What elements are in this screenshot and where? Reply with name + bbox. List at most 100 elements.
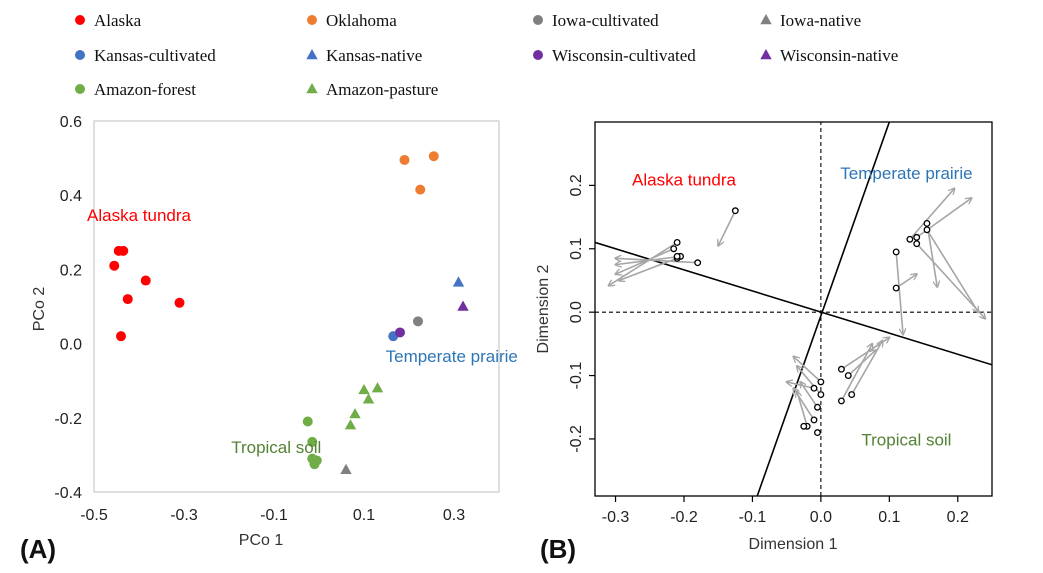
panel-a-region-tropical-soil: Tropical soil bbox=[231, 438, 321, 457]
legend-amazon-forest-circle-marker bbox=[75, 84, 85, 94]
panel-b-point bbox=[800, 422, 808, 430]
legend-kansas-cultivated-label: Kansas-cultivated bbox=[94, 46, 216, 65]
panel-b-y-tick-label: 0.2 bbox=[568, 174, 585, 196]
legend-amazon-pasture-entry: Amazon-pasture bbox=[306, 80, 438, 99]
panel-b-procrustes-arrow bbox=[926, 229, 978, 312]
legend-iowa-cultivated-label: Iowa-cultivated bbox=[552, 11, 659, 30]
legend-wisconsin-native-entry: Wisconsin-native bbox=[760, 46, 898, 65]
panel-a-point-amazon-pasture bbox=[358, 383, 370, 395]
legend-iowa-native-triangle-marker bbox=[760, 14, 772, 25]
legend-amazon-pasture-triangle-marker bbox=[306, 83, 318, 94]
panel-b-region-temperate-prairie: Temperate prairie bbox=[840, 164, 972, 183]
legend-iowa-native-label: Iowa-native bbox=[780, 11, 861, 30]
panel-b-procrustes-arrow bbox=[797, 391, 808, 427]
legend-wisconsin-cultivated-label: Wisconsin-cultivated bbox=[552, 46, 696, 65]
panel-b-procrustes-arrow bbox=[895, 251, 903, 334]
panel-b-point bbox=[913, 233, 921, 241]
panel-b-point bbox=[670, 245, 678, 253]
panel-a-point-amazon-pasture bbox=[371, 382, 384, 393]
legend: Alaska Oklahoma Iowa-cultivated Iowa-native… bbox=[75, 11, 898, 99]
panel-b-x-tick-label: -0.1 bbox=[739, 509, 767, 526]
panel-a-x-axis-label: PCo 1 bbox=[239, 532, 284, 549]
panel-a-point-oklahoma bbox=[399, 154, 410, 165]
panel-b-procrustes-arrow bbox=[794, 357, 822, 383]
panel-a-y-tick-label: 0.6 bbox=[60, 114, 82, 131]
panel-a-point-amazon-pasture bbox=[344, 419, 357, 430]
legend-oklahoma-circle-marker bbox=[307, 15, 317, 25]
panel-a-x-tick-label: 0.3 bbox=[443, 507, 465, 524]
panel-b-procrustes-arrow bbox=[909, 189, 954, 240]
panel-b-point bbox=[810, 416, 818, 424]
panel-b-point bbox=[673, 252, 681, 260]
panel-a-point-iowa-cultivated bbox=[413, 316, 423, 327]
panel-a-point-alaska bbox=[174, 297, 185, 308]
panel-a-plot-frame bbox=[93, 120, 500, 493]
panel-a-point-alaska bbox=[116, 331, 126, 342]
panel-b-y-tick-label: 0.1 bbox=[568, 238, 585, 260]
panel-a-point-amazon-forest bbox=[302, 416, 313, 427]
panel-a-x-tick-label: -0.1 bbox=[260, 507, 288, 524]
panel-b-point bbox=[814, 429, 821, 437]
panel-a-point-amazon-pasture bbox=[362, 393, 375, 404]
panel-b-procrustes-arrow bbox=[850, 341, 883, 395]
panel-a-point-wisconsin-cultivated bbox=[395, 327, 405, 338]
panel-a-point-iowa-native bbox=[340, 463, 352, 474]
panel-b-region-alaska-tundra: Alaska tundra bbox=[632, 170, 736, 189]
panel-b-label: (B) bbox=[540, 534, 576, 564]
panel-b-y-tick-label: -0.1 bbox=[568, 362, 585, 390]
legend-iowa-cultivated-circle-marker bbox=[533, 15, 543, 25]
panel-a-y-tick-label: 0.4 bbox=[60, 188, 82, 205]
panel-b-point bbox=[844, 372, 852, 380]
panel-b-procrustes-arrow bbox=[619, 257, 678, 280]
panel-b-point bbox=[892, 248, 900, 256]
panel-b-x-tick-label: 0.0 bbox=[810, 509, 832, 526]
panel-b-x-tick-label: -0.2 bbox=[670, 509, 698, 526]
panel-b-procrustes-arrow bbox=[895, 274, 917, 289]
panel-b-solid-reference-line bbox=[756, 122, 891, 496]
panel-b-point bbox=[814, 403, 821, 411]
legend-alaska-circle-marker bbox=[75, 15, 85, 25]
panel-a-point-amazon-forest bbox=[307, 436, 318, 447]
panel-b-x-tick-label: -0.3 bbox=[602, 509, 630, 526]
panel-a-pcoa-chart: -0.4-0.20.00.20.40.6 -0.5 -0.3 -0.1 0.1 0.3 … bbox=[20, 114, 518, 564]
panel-b-point bbox=[906, 235, 914, 243]
panel-b-procrustes-arrow bbox=[840, 344, 872, 402]
legend-iowa-cultivated-entry: Iowa-cultivated bbox=[533, 11, 659, 30]
panel-b-region-tropical-soil: Tropical soil bbox=[861, 430, 951, 449]
panel-b-x-tick-label: 0.2 bbox=[947, 509, 969, 526]
panel-b-point bbox=[673, 238, 681, 246]
panel-b-point bbox=[731, 207, 739, 215]
panel-a-y-axis-label: PCo 2 bbox=[31, 287, 48, 332]
panel-a-point-alaska bbox=[109, 260, 120, 271]
legend-wisconsin-cultivated-entry: Wisconsin-cultivated bbox=[533, 46, 696, 65]
legend-wisconsin-native-triangle-marker bbox=[760, 49, 772, 60]
panel-b-solid-reference-line bbox=[595, 241, 992, 366]
legend-wisconsin-native-label: Wisconsin-native bbox=[780, 46, 898, 65]
panel-a-point-oklahoma bbox=[428, 151, 439, 162]
legend-amazon-pasture-label: Amazon-pasture bbox=[326, 80, 438, 99]
panel-b-procrustes-arrow bbox=[926, 223, 937, 286]
panel-b-point bbox=[694, 259, 702, 267]
panel-b-point bbox=[817, 378, 825, 386]
legend-iowa-native-entry: Iowa-native bbox=[760, 11, 861, 30]
panel-a-point-alaska bbox=[118, 245, 129, 256]
panel-b-point bbox=[810, 384, 818, 392]
panel-b-point bbox=[837, 365, 845, 373]
panel-b-point bbox=[817, 391, 825, 399]
panel-b-procrustes-arrow bbox=[616, 258, 698, 264]
legend-kansas-native-entry: Kansas-native bbox=[306, 46, 422, 65]
legend-kansas-cultivated-circle-marker bbox=[75, 50, 85, 60]
panel-a-y-tick-label: 0.0 bbox=[60, 337, 82, 354]
panel-a-y-tick-label: -0.4 bbox=[54, 485, 82, 502]
panel-a-point-amazon-pasture bbox=[349, 408, 361, 419]
panel-b-point bbox=[923, 219, 931, 227]
panel-b-point bbox=[923, 226, 931, 234]
panel-b-point bbox=[892, 284, 900, 292]
panel-a-label: (A) bbox=[20, 534, 56, 564]
legend-alaska-label: Alaska bbox=[94, 11, 142, 30]
panel-b-point bbox=[837, 397, 845, 405]
legend-alaska-entry: Alaska bbox=[75, 11, 142, 30]
panel-b-procrustes-arrow bbox=[800, 382, 819, 408]
panel-a-y-tick-label: 0.2 bbox=[60, 262, 82, 279]
